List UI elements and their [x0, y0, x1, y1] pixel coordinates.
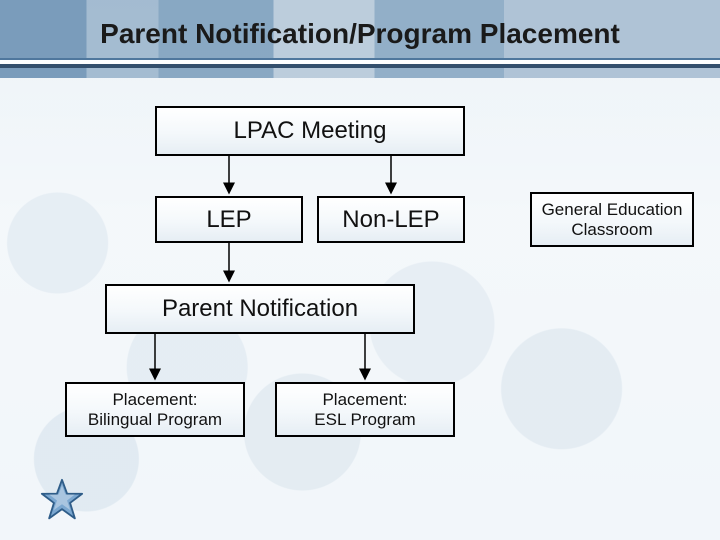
box-general-education: General Education Classroom: [530, 192, 694, 247]
box-non-lep: Non-LEP: [317, 196, 465, 243]
star-icon: [40, 478, 84, 522]
flow-arrows: [0, 0, 720, 540]
box-lep: LEP: [155, 196, 303, 243]
box-lpac-meeting: LPAC Meeting: [155, 106, 465, 156]
slide-title: Parent Notification/Program Placement: [0, 18, 720, 50]
box-placement-esl: Placement: ESL Program: [275, 382, 455, 437]
box-parent-notification: Parent Notification: [105, 284, 415, 334]
box-placement-bilingual: Placement: Bilingual Program: [65, 382, 245, 437]
